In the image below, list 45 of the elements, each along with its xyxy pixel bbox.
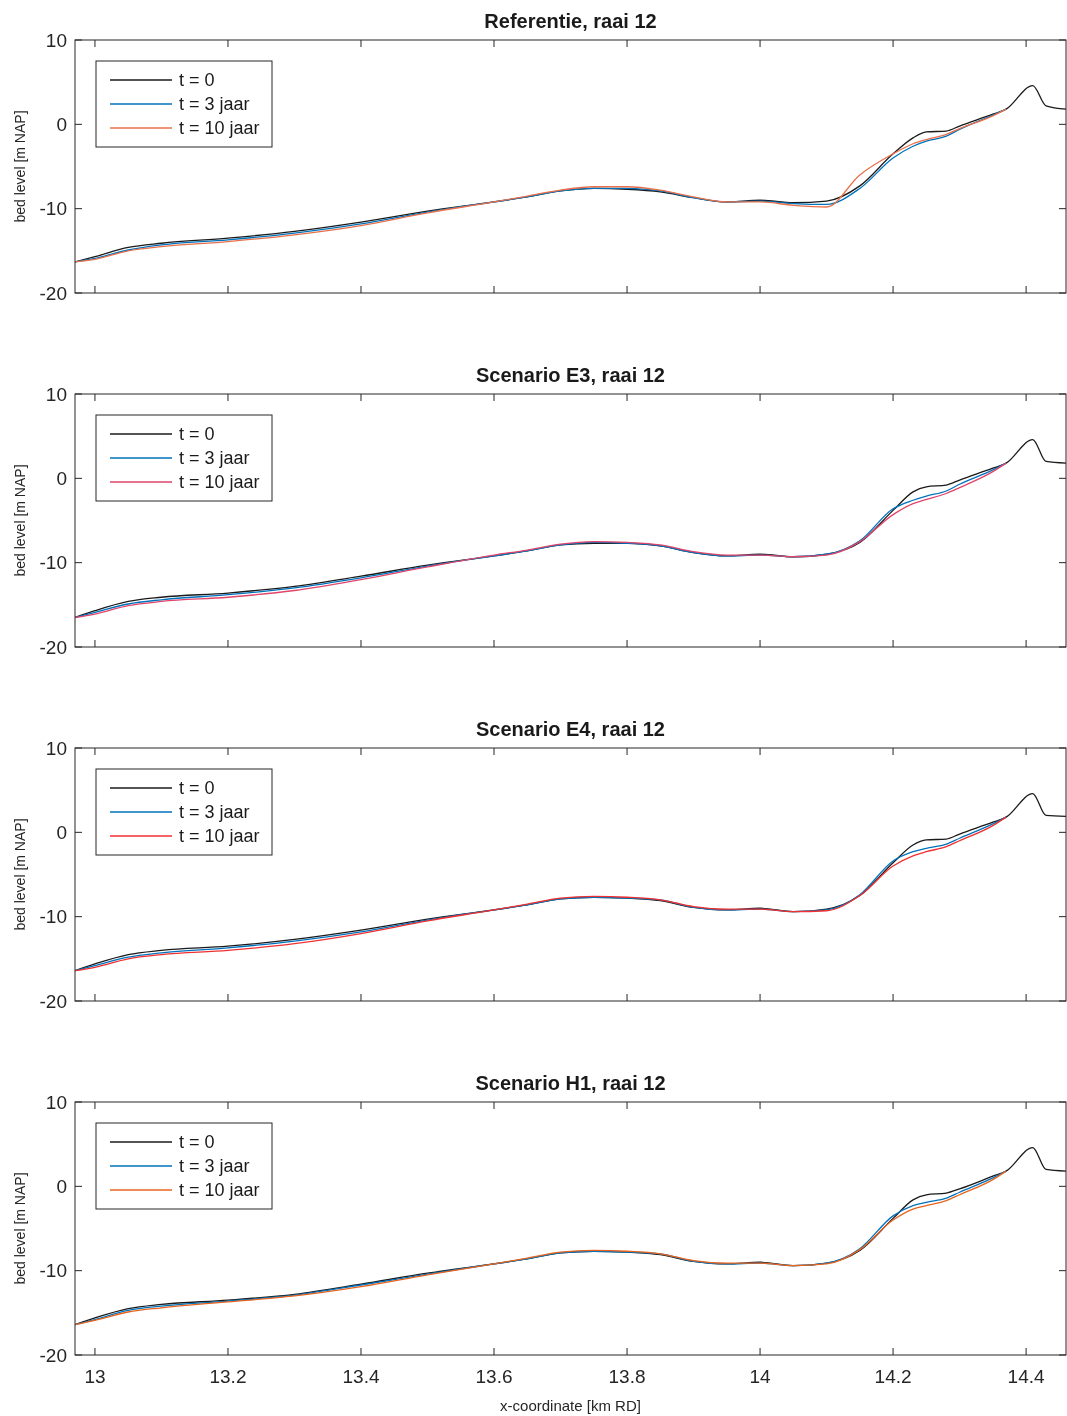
y-tick-label: -20 <box>39 990 67 1012</box>
legend-label: t = 10 jaar <box>179 118 260 139</box>
y-tick-label: 0 <box>56 1175 67 1197</box>
y-tick-label: -10 <box>39 906 67 928</box>
x-tick-label: 13.6 <box>475 1366 513 1387</box>
legend-label: t = 3 jaar <box>179 94 250 115</box>
y-axis-title: bed level [m NAP] <box>12 464 28 577</box>
x-tick-label: 13.2 <box>209 1366 247 1387</box>
chart-title: Referentie, raai 12 <box>484 10 657 32</box>
legend-label: t = 0 <box>179 1132 215 1153</box>
y-tick-label: -20 <box>39 282 67 304</box>
y-tick-label: -10 <box>39 552 67 574</box>
chart-title: Scenario E4, raai 12 <box>475 718 666 740</box>
y-tick-label: 10 <box>45 737 67 759</box>
legend-label: t = 0 <box>179 424 215 445</box>
legend-label: t = 3 jaar <box>179 448 250 469</box>
y-tick-label: 0 <box>56 821 67 843</box>
x-tick-label: 14.4 <box>1007 1366 1046 1387</box>
y-tick-label: 0 <box>56 113 67 135</box>
y-tick-label: -10 <box>39 1260 67 1282</box>
legend-label: t = 10 jaar <box>179 472 260 493</box>
legend-label: t = 10 jaar <box>179 826 260 847</box>
y-tick-label: -20 <box>39 636 67 658</box>
x-tick-label: 13.4 <box>342 1366 380 1387</box>
legend-label: t = 3 jaar <box>179 802 250 823</box>
legend-label: t = 0 <box>179 70 215 91</box>
legend-label: t = 10 jaar <box>179 1180 260 1201</box>
x-tick-label: 13 <box>84 1366 106 1387</box>
y-tick-label: 10 <box>45 383 67 405</box>
legend-label: t = 0 <box>179 778 215 799</box>
y-axis-title: bed level [m NAP] <box>12 1172 28 1285</box>
legend-label: t = 3 jaar <box>179 1156 250 1177</box>
chart-title: Scenario H1, raai 12 <box>475 1072 666 1094</box>
y-axis-title: bed level [m NAP] <box>12 110 28 223</box>
y-axis-title: bed level [m NAP] <box>12 818 28 931</box>
y-tick-label: 10 <box>45 1091 67 1113</box>
x-tick-label: 14 <box>749 1366 772 1387</box>
chart-title: Scenario E3, raai 12 <box>475 364 666 386</box>
y-tick-label: 10 <box>45 29 67 51</box>
x-tick-label: 13.8 <box>608 1366 646 1387</box>
x-tick-label: 14.2 <box>874 1366 912 1387</box>
y-tick-label: 0 <box>56 467 67 489</box>
x-axis-title: x-coordinate [km RD] <box>500 1397 641 1414</box>
y-tick-label: -20 <box>39 1344 67 1366</box>
y-tick-label: -10 <box>39 198 67 220</box>
